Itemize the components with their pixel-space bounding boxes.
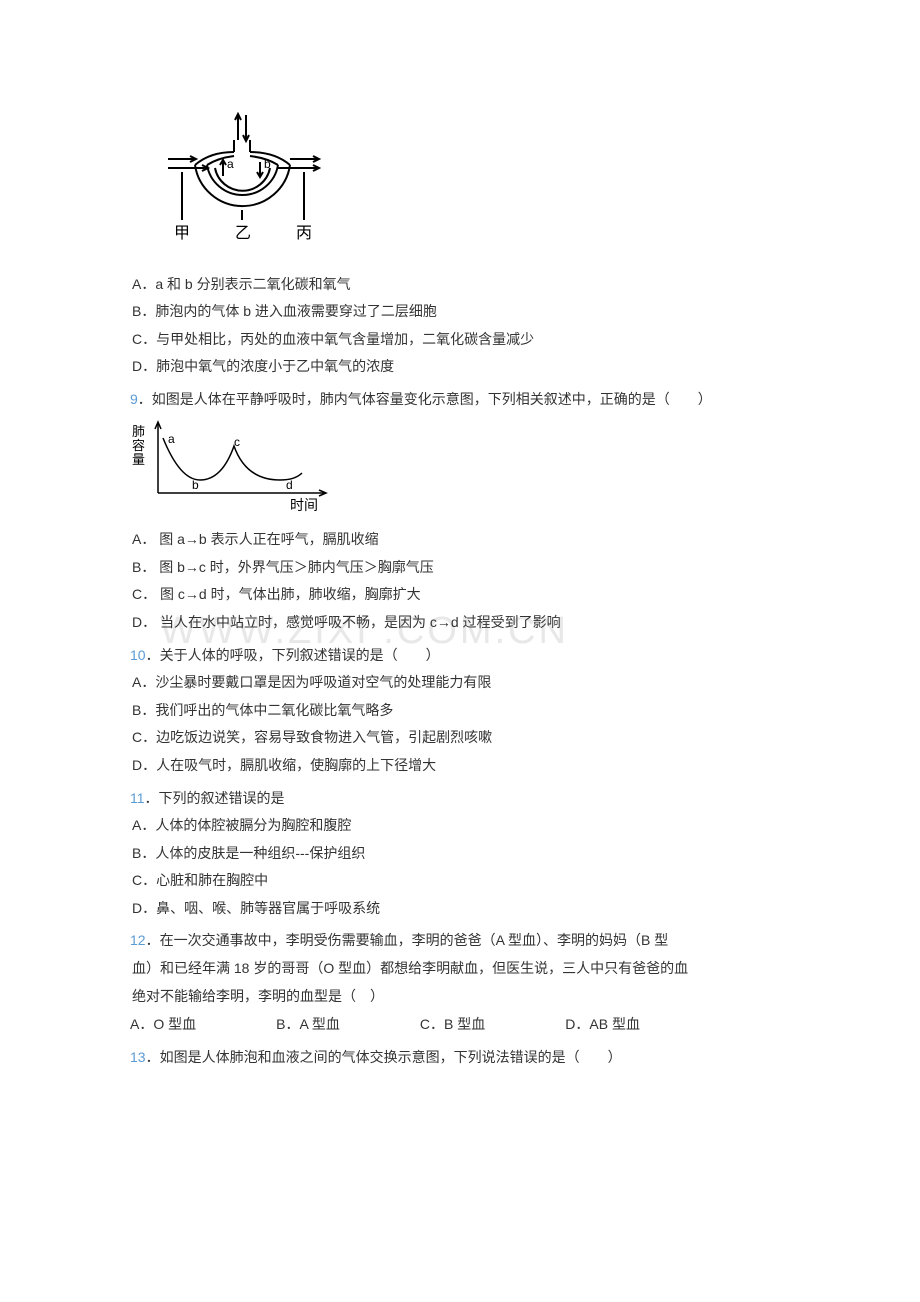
q11-opt-b: B．人体的皮肤是一种组织---保护组织 [130, 840, 790, 867]
q12-opt-c: C．B 型血 [420, 1011, 485, 1038]
q9-num: 9 [130, 391, 138, 407]
q11-num: 11 [130, 790, 145, 806]
q12-opt-d: D．AB 型血 [565, 1011, 640, 1038]
ylabel-2: 容 [132, 438, 145, 453]
page-content: a b 甲 乙 丙 A．a 和 b 分别表示二氧化碳和氧气 B．肺泡内的气体 b… [130, 110, 790, 1070]
pt-d: d [286, 478, 293, 492]
q8-opt-a: A．a 和 b 分别表示二氧化碳和氧气 [130, 271, 790, 298]
q12-stem-1: 12．在一次交通事故中，李明受伤需要输血，李明的爸爸（A 型血）、李明的妈妈（B… [130, 927, 790, 954]
xlabel: 时间 [290, 497, 318, 513]
q9-opt-b: B． 图 b→c 时，外界气压＞肺内气压＞胸廓气压 [130, 554, 790, 581]
pt-b: b [192, 478, 199, 492]
q9-opt-a: A． 图 a→b 表示人正在呼气，膈肌收缩 [130, 526, 790, 553]
q8-opt-b: B．肺泡内的气体 b 进入血液需要穿过了二层细胞 [130, 298, 790, 325]
q13-stem-text: ．如图是人体肺泡和血液之间的气体交换示意图，下列说法错误的是（ ） [146, 1049, 622, 1065]
alveolus-diagram: a b 甲 乙 丙 [160, 110, 790, 259]
q12-stem-2: 血）和已经年满 18 岁的哥哥（O 型血）都想给李明献血，但医生说，三人中只有爸… [130, 955, 790, 982]
q11-opt-a: A．人体的体腔被膈分为胸腔和腹腔 [130, 812, 790, 839]
q11-stem-text: ．下列的叙述错误的是 [145, 790, 285, 806]
lung-volume-graph: 肺 容 量 a b c d 时间 [130, 418, 790, 522]
q8-opt-c: C．与甲处相比，丙处的血液中氧气含量增加，二氧化碳含量减少 [130, 326, 790, 353]
q12-stem1-text: ．在一次交通事故中，李明受伤需要输血，李明的爸爸（A 型血）、李明的妈妈（B 型 [146, 932, 669, 948]
q8-opt-d: D．肺泡中氧气的浓度小于乙中氧气的浓度 [130, 353, 790, 380]
pt-c: c [234, 435, 240, 449]
q9-stem-text: ．如图是人体在平静呼吸时，肺内气体容量变化示意图，下列相关叙述中，正确的是（ ） [138, 391, 712, 407]
q9-stem: 9．如图是人体在平静呼吸时，肺内气体容量变化示意图，下列相关叙述中，正确的是（ … [130, 386, 790, 413]
q13-stem: 13．如图是人体肺泡和血液之间的气体交换示意图，下列说法错误的是（ ） [130, 1044, 790, 1071]
q10-opt-a: A．沙尘暴时要戴口罩是因为呼吸道对空气的处理能力有限 [130, 669, 790, 696]
ylabel-1: 肺 [132, 424, 145, 439]
q9-opt-d: D． 当人在水中站立时，感觉呼吸不畅，是因为 c→d 过程受到了影响 [130, 609, 790, 636]
q10-num: 10 [130, 647, 146, 663]
q9-opt-c: C． 图 c→d 时，气体出肺，肺收缩，胸廓扩大 [130, 581, 790, 608]
q11-opt-d: D．鼻、咽、喉、肺等器官属于呼吸系统 [130, 895, 790, 922]
pt-a: a [168, 432, 175, 446]
q10-opt-b: B．我们呼出的气体中二氧化碳比氧气略多 [130, 697, 790, 724]
q12-options-row: A．O 型血 B．A 型血 C．B 型血 D．AB 型血 [130, 1011, 790, 1038]
ylabel-3: 量 [132, 452, 145, 467]
label-jia: 甲 [174, 225, 190, 242]
q12-opt-b: B．A 型血 [276, 1011, 340, 1038]
label-yi: 乙 [235, 225, 251, 242]
q12-num: 12 [130, 932, 146, 948]
q12-stem-3: 绝对不能输给李明，李明的血型是（ ） [130, 983, 790, 1010]
q11-opt-c: C．心脏和肺在胸腔中 [130, 867, 790, 894]
label-b: b [264, 157, 271, 171]
q10-opt-d: D．人在吸气时，膈肌收缩，使胸廓的上下径增大 [130, 752, 790, 779]
q11-stem: 11．下列的叙述错误的是 [130, 785, 790, 812]
label-bing: 丙 [296, 225, 312, 242]
q13-num: 13 [130, 1049, 146, 1065]
q10-stem-text: ．关于人体的呼吸，下列叙述错误的是（ ） [146, 647, 440, 663]
q10-stem: 10．关于人体的呼吸，下列叙述错误的是（ ） [130, 642, 790, 669]
q12-opt-a: A．O 型血 [130, 1011, 196, 1038]
label-a: a [227, 157, 234, 171]
q10-opt-c: C．边吃饭边说笑，容易导致食物进入气管，引起剧烈咳嗽 [130, 724, 790, 751]
